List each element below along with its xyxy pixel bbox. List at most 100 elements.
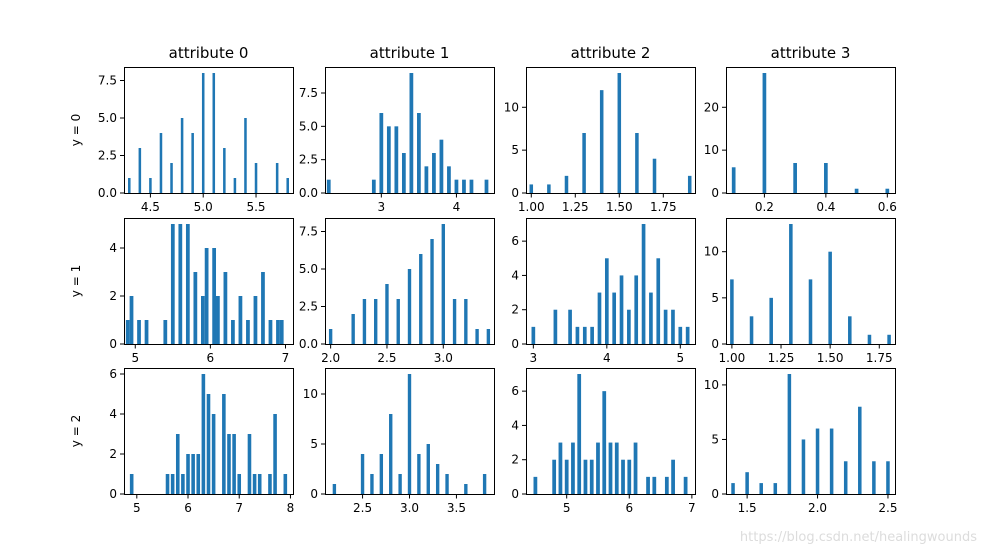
subplot-1-4-bar-3	[824, 163, 828, 193]
subplot-1-4-bar-2	[793, 163, 797, 193]
subplot-1-4-axes-frame	[726, 67, 896, 194]
subplot-2-1-bar-6	[178, 224, 183, 344]
subplot-1-1-bar-12	[254, 163, 258, 193]
subplot-2-3-xtick-label-0: 3	[530, 351, 538, 365]
subplot-1-1-bar-9	[223, 148, 226, 193]
subplot-2-1-bar-7	[185, 224, 190, 344]
subplot-3-3-axes-frame	[526, 368, 696, 495]
subplot-2-3-bar-4	[582, 326, 587, 344]
subplot-2-1-bar-18	[261, 272, 265, 344]
subplot-2-3-bar-3	[575, 326, 580, 344]
subplot-2-4-axes-frame	[726, 218, 896, 345]
subplot-3-1-xtick-label-0: 5	[133, 501, 141, 515]
subplot-3-3-bar-6	[583, 459, 588, 494]
subplot-1-4-ytick-label-1: 10	[704, 143, 719, 157]
subplot-1-4-xtick-label-0: 0.2	[755, 200, 774, 214]
subplot-1-2-ytick-label-1: 2.5	[299, 153, 318, 167]
subplot-3-1-bar-14	[232, 434, 236, 494]
subplot-3-4-xtick-label-1: 2.0	[808, 501, 827, 515]
subplot-3-1-bar-8	[201, 374, 206, 494]
subplot-2-4-xtick-label-0: 1.00	[719, 351, 746, 365]
subplot-3-2-xtick-label-2: 3.5	[447, 501, 466, 515]
subplot-2-4-ytick-label-0: 0	[711, 337, 719, 351]
subplot-1-3-axes-frame	[526, 67, 696, 194]
subplot-1-4-xtick-label-2: 0.6	[878, 200, 897, 214]
subplot-2-1-bar-0	[125, 320, 130, 344]
subplot-3-1-xtick-label-3: 8	[287, 501, 295, 515]
subplot-3-3-bar-19	[683, 476, 688, 494]
subplot-3-3-bar-14	[633, 442, 638, 494]
subplot-3-2-ytick-label-2: 10	[303, 387, 318, 401]
subplot-1-3-ytick-label-1: 5	[511, 143, 519, 157]
subplot-3-4-bar-4	[787, 374, 792, 494]
subplot-2-1-xtick-label-1: 6	[207, 351, 215, 365]
subplot-3-3-bar-3	[564, 459, 569, 494]
subplot-2-3-axes-frame	[526, 218, 696, 345]
subplot-1-1-bar-1	[138, 148, 142, 193]
subplot-3-2-bar-5	[398, 474, 402, 494]
subplot-1-1-bar-14	[286, 178, 289, 193]
subplot-3-1-bar-13	[227, 434, 231, 494]
subplot-3-1-bar-0	[129, 474, 134, 494]
subplot-3-4-bar-10	[872, 461, 876, 494]
subplot-1-4-xtick-label-1: 0.4	[816, 200, 835, 214]
subplot-3-4-bar-1	[745, 472, 749, 494]
subplot-3-3-bar-18	[671, 459, 675, 494]
subplot-2-1-bar-19	[268, 320, 273, 344]
subplot-1-2-bar-7	[417, 113, 421, 193]
subplot-1-1-ytick-label-3: 7.5	[98, 74, 117, 88]
subplot-2-1-axes-frame	[124, 218, 294, 345]
subplot-3-1-ytick-label-2: 4	[109, 407, 117, 421]
subplot-2-3-bar-0	[531, 326, 536, 344]
subplot-3-3-bar-15	[646, 476, 650, 494]
subplot-2-1-xtick-label-0: 5	[131, 351, 139, 365]
subplot-3-1-bar-1	[165, 474, 170, 494]
subplot-3-1-axes-frame	[124, 368, 294, 495]
subplot-2-1-bar-14	[231, 320, 235, 344]
subplot-2-1-bar-21	[279, 320, 284, 344]
subplot-1-3-ytick-label-2: 10	[504, 100, 519, 114]
subplot-3-1-bar-21	[283, 474, 288, 494]
subplot-1-3-bar-8	[687, 175, 692, 193]
subplot-3-1-ytick-label-3: 6	[109, 367, 117, 381]
subplot-2-4-bar-0	[730, 279, 734, 344]
subplot-3-2-bar-10	[445, 474, 449, 494]
subplot-1-3-bar-2	[564, 175, 569, 193]
subplot-2-3-bar-1	[553, 309, 558, 344]
subplot-1-1-axes-frame	[124, 67, 294, 194]
subplot-3-4-xtick-label-2: 2.5	[878, 501, 897, 515]
subplot-3-3-bar-8	[596, 442, 600, 494]
subplot-1-3-bar-0	[529, 184, 534, 193]
subplot-2-2-bar-3	[374, 299, 378, 344]
subplot-3-1-ytick-label-1: 2	[109, 447, 117, 461]
subplot-1-3-xtick-label-2: 1.50	[606, 200, 633, 214]
subplot-2-3-bar-11	[634, 275, 639, 344]
subplot-3-1-xtick-label-2: 7	[235, 501, 243, 515]
subplot-1-2-xtick-label-1: 4	[453, 200, 461, 214]
subplot-1-3-title: attribute 2	[571, 44, 651, 62]
subplot-3-1-bar-15	[237, 474, 242, 494]
subplot-1-1-bar-7	[201, 73, 205, 193]
subplot-3-2-ytick-label-0: 0	[310, 487, 318, 501]
subplot-2-3-bar-5	[590, 326, 594, 344]
subplot-3-1-bar-16	[247, 434, 252, 494]
subplot-3-4-bar-9	[858, 406, 862, 494]
subplot-1-2-bar-4	[394, 126, 399, 193]
subplot-3-2-xtick-label-0: 2.5	[353, 501, 372, 515]
subplot-3-2-bar-11	[464, 484, 468, 494]
subplot-1-1-xtick-label-1: 5.0	[194, 200, 213, 214]
subplot-1-3-bar-5	[617, 73, 622, 193]
subplot-3-4-bar-2	[759, 483, 763, 494]
subplot-2-1-bar-16	[246, 320, 250, 344]
subplot-3-4-bar-7	[829, 428, 834, 494]
subplot-1-1-bar-4	[170, 163, 173, 193]
subplot-2-1-ytick-label-2: 4	[109, 241, 117, 255]
subplot-1-1-bar-10	[233, 178, 237, 193]
subplot-2-3-bar-13	[649, 292, 653, 344]
subplot-2-3-bar-2	[568, 309, 572, 344]
subplot-1-2-bar-14	[469, 179, 474, 193]
subplot-3-4-ytick-label-0: 0	[711, 487, 719, 501]
subplot-2-2-bar-13	[486, 329, 491, 344]
subplot-2-2-bar-1	[351, 314, 355, 344]
